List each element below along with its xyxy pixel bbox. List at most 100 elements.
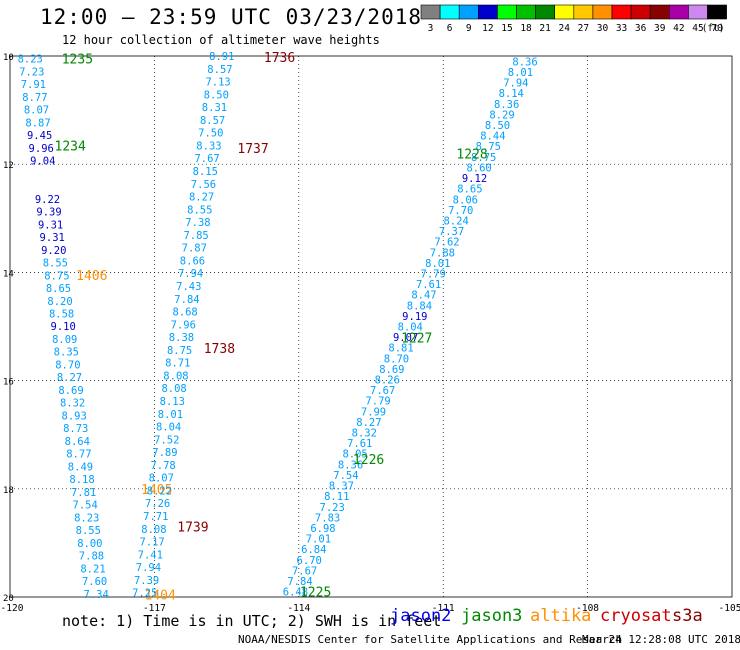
footer-credit: NOAA/NESDIS Center for Satellite Applica… bbox=[238, 633, 623, 646]
track: 8.368.017.948.148.368.298.508.448.758.75… bbox=[283, 56, 538, 600]
x-tick-label: -105 bbox=[719, 603, 740, 614]
wave-height-value: 8.07 bbox=[24, 105, 49, 117]
wave-height-value: 9.12 bbox=[462, 173, 487, 185]
color-swatch-label: 30 bbox=[597, 23, 609, 34]
wave-height-value: 8.84 bbox=[407, 300, 432, 312]
color-swatch-label: 27 bbox=[578, 23, 589, 34]
wave-height-value: 8.66 bbox=[180, 255, 205, 267]
wave-height-value: 9.20 bbox=[41, 245, 66, 257]
wave-height-value: 7.39 bbox=[134, 575, 159, 587]
wave-height-value: 9.31 bbox=[38, 219, 63, 231]
wave-height-value: 7.71 bbox=[143, 511, 168, 523]
wave-height-value: 8.07 bbox=[149, 473, 174, 485]
wave-height-value: 7.25 bbox=[132, 588, 157, 600]
wave-height-value: 8.68 bbox=[172, 307, 197, 319]
wave-height-value: 8.57 bbox=[200, 115, 225, 127]
wave-height-value: 8.32 bbox=[60, 398, 85, 410]
wave-height-value: 8.58 bbox=[49, 308, 74, 320]
wave-height-value: 8.36 bbox=[512, 56, 537, 68]
wave-height-value: 7.23 bbox=[19, 66, 44, 78]
wave-height-value: 7.67 bbox=[292, 565, 317, 577]
wave-height-value: 8.75 bbox=[44, 270, 69, 282]
wave-height-value: 7.26 bbox=[145, 498, 170, 510]
wave-height-value: 8.37 bbox=[329, 481, 354, 493]
wave-height-value: 8.32 bbox=[352, 428, 377, 440]
wave-height-value: 8.04 bbox=[398, 322, 423, 334]
y-tick-label: 10 bbox=[3, 53, 14, 63]
wave-height-value: 9.45 bbox=[27, 130, 52, 142]
color-swatch-label: 3 bbox=[428, 23, 434, 34]
y-tick-label: 18 bbox=[3, 486, 14, 496]
wave-height-value: 8.55 bbox=[187, 204, 212, 216]
wave-height-value: 8.15 bbox=[193, 166, 218, 178]
wave-height-value: 8.24 bbox=[443, 215, 468, 227]
color-swatch-label: 70 bbox=[711, 23, 723, 34]
wave-height-value: 8.44 bbox=[480, 131, 505, 143]
wave-height-value: 9.07 bbox=[393, 332, 418, 344]
pass-time-label: 1404 bbox=[145, 588, 176, 603]
wave-height-value: 6.70 bbox=[297, 555, 322, 567]
pass-time-label: 1405 bbox=[141, 483, 172, 498]
wave-height-value: 8.93 bbox=[62, 410, 87, 422]
y-tick-label: 14 bbox=[3, 269, 14, 279]
wave-height-value: 8.27 bbox=[57, 372, 82, 384]
wave-height-value: 8.65 bbox=[457, 184, 482, 196]
wave-height-value: 8.69 bbox=[379, 364, 404, 376]
wave-height-value: 8.08 bbox=[163, 370, 188, 382]
wave-height-value: 8.01 bbox=[425, 258, 450, 270]
map-grid bbox=[10, 56, 732, 597]
wave-height-value: 8.50 bbox=[485, 120, 510, 132]
wave-height-value: 7.99 bbox=[361, 406, 386, 418]
wave-height-value: 9.96 bbox=[29, 143, 54, 155]
wave-height-value: 6.84 bbox=[301, 544, 326, 556]
wave-height-value: 9.39 bbox=[36, 207, 61, 219]
wave-height-value: 7.34 bbox=[84, 589, 109, 601]
wave-height-value: 8.38 bbox=[169, 332, 194, 344]
pass-time-label: 1228 bbox=[456, 147, 487, 162]
wave-height-value: 7.43 bbox=[176, 281, 201, 293]
wave-height-value: 8.81 bbox=[388, 343, 413, 355]
wave-height-value: 8.75 bbox=[471, 152, 496, 164]
wave-height-value: 8.65 bbox=[46, 283, 71, 295]
color-swatch-label: 36 bbox=[635, 23, 647, 34]
wave-height-value: 8.69 bbox=[58, 385, 83, 397]
color-swatch-label: 15 bbox=[501, 23, 512, 34]
wave-height-value: 9.04 bbox=[30, 156, 55, 168]
pass-time-label: 1225 bbox=[300, 586, 331, 601]
color-swatch-label: 24 bbox=[559, 23, 571, 34]
color-swatch-label: 39 bbox=[654, 23, 666, 34]
wave-height-value: 8.33 bbox=[196, 140, 221, 152]
wave-height-value: 8.26 bbox=[375, 375, 400, 387]
wave-height-value: 8.04 bbox=[156, 422, 181, 434]
wave-height-value: 8.08 bbox=[161, 383, 186, 395]
wave-height-value: 8.73 bbox=[63, 423, 88, 435]
wave-height-value: 8.21 bbox=[80, 563, 105, 575]
color-swatch-label: 33 bbox=[616, 23, 627, 34]
wave-height-value: 8.27 bbox=[356, 417, 381, 429]
wave-height-value: 8.23 bbox=[74, 512, 99, 524]
color-swatch-70 bbox=[707, 4, 727, 20]
color-scale-legend: 3 6 9 12 15 18 21 24 27 30 33 36 39 42 45 70(ft) bbox=[420, 4, 727, 34]
wave-height-value: 7.52 bbox=[154, 434, 179, 446]
wave-height-value: 8.71 bbox=[165, 358, 190, 370]
wave-height-value: 7.70 bbox=[448, 205, 473, 217]
wave-height-value: 7.83 bbox=[315, 512, 340, 524]
wave-height-value: 8.11 bbox=[324, 491, 349, 503]
wave-height-value: 7.01 bbox=[306, 534, 331, 546]
wave-height-value: 8.27 bbox=[189, 192, 214, 204]
wave-height-value: 7.94 bbox=[178, 268, 203, 280]
wave-height-value: 8.18 bbox=[69, 474, 94, 486]
wave-height-value: 7.85 bbox=[183, 230, 208, 242]
wave-height-value: 8.36 bbox=[494, 99, 519, 111]
wave-height-value: 7.62 bbox=[434, 237, 459, 249]
wave-height-value: 7.38 bbox=[185, 217, 210, 229]
wave-height-value: 7.79 bbox=[421, 268, 446, 280]
x-tick-label: -120 bbox=[1, 603, 24, 614]
pass-time-label: 1739 bbox=[177, 521, 208, 536]
wave-height-value: 7.88 bbox=[430, 247, 455, 259]
wave-height-value: 7.23 bbox=[320, 502, 345, 514]
wave-height-value: 8.87 bbox=[25, 117, 50, 129]
wave-height-value: 8.49 bbox=[68, 461, 93, 473]
wave-height-value: 8.64 bbox=[65, 436, 90, 448]
